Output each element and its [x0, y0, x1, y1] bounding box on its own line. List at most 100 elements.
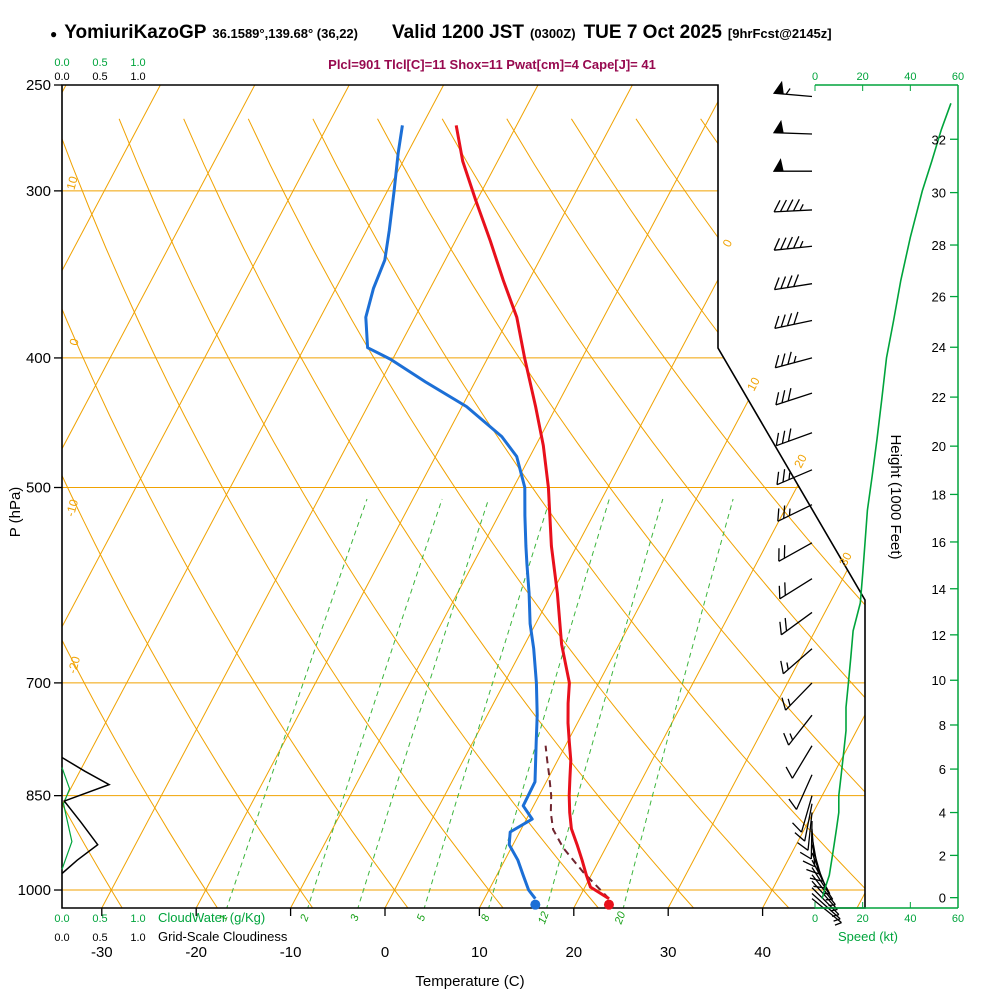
surface-temperature-dot — [603, 899, 614, 910]
cloudiness-scale-label: 0.5 — [92, 932, 107, 944]
isotherm-label: 20 — [791, 452, 810, 471]
wind-barb — [785, 745, 813, 779]
speed-axis-top: 0 20 40 60 — [812, 71, 964, 91]
valid-utc: (0300Z) — [530, 26, 576, 41]
wind-barb — [776, 469, 813, 486]
mixing-ratio-label: 5 — [415, 912, 429, 923]
speed-tick-label: 20 — [857, 71, 869, 83]
wind-speed-curve — [821, 103, 952, 899]
temperature-axis: -30 -20 -10 0 10 20 30 40 — [91, 908, 771, 961]
wind-barb — [773, 274, 813, 291]
mixing-ratio-label: 20 — [612, 909, 628, 926]
height-tick-label: 8 — [939, 718, 946, 733]
temperature-tick-label: 40 — [754, 944, 771, 961]
cloudwater-scale-label: 1.0 — [130, 913, 145, 925]
height-tick-label: 12 — [932, 628, 946, 643]
temperature-tick-label: 0 — [381, 944, 389, 961]
height-tick-label: 28 — [932, 238, 946, 253]
mixing-ratio-label: 1 — [217, 913, 230, 923]
wind-barb — [794, 803, 813, 842]
wind-barb — [773, 236, 813, 251]
temperature-axis-title: Temperature (C) — [415, 973, 524, 990]
height-tick-label: 18 — [932, 487, 946, 502]
height-tick-label: 10 — [932, 673, 946, 688]
temperature-tick-label: 30 — [660, 944, 677, 961]
mixing-ratio-label: 3 — [348, 912, 362, 923]
dry-adiabat-label: 10 — [64, 174, 81, 191]
dry-adiabat-label: -10 — [63, 497, 81, 518]
cloudwater-scale-label: 1.0 — [130, 57, 145, 69]
pressure-tick-label: 700 — [26, 675, 51, 692]
isotherm-label: 30 — [836, 550, 855, 569]
mixing-ratio-label: 2 — [298, 913, 312, 924]
wind-barb — [792, 795, 813, 833]
cloudwater-scale-label: 0.0 — [54, 57, 69, 69]
cloudwater-scale-label: 0.0 — [54, 913, 69, 925]
forecast-tag: [9hrFcst@2145z] — [727, 26, 832, 41]
wind-barb — [811, 859, 831, 895]
speed-tick-label: 40 — [904, 71, 916, 83]
wind-barb — [788, 774, 813, 810]
pressure-axis-title: P (hPa) — [7, 487, 24, 538]
valid-time: Valid 1200 JST — [392, 22, 525, 43]
chart-header: ● YomiuriKazoGP 36.1589°,139.68° (36,22)… — [50, 22, 832, 44]
wind-barb — [773, 199, 813, 213]
pressure-tick-label: 1000 — [18, 882, 51, 899]
wind-barb — [781, 682, 813, 711]
cloudiness-scale-label: 1.0 — [130, 932, 145, 944]
temperature-tick-label: -30 — [91, 944, 113, 961]
temperature-tick-label: -20 — [185, 944, 207, 961]
height-tick-label: 0 — [939, 891, 946, 906]
cloudiness-scale-label: 0.5 — [92, 71, 107, 83]
stability-parameters: Plcl=901 Tlcl[C]=11 Shox=11 Pwat[cm]=4 C… — [328, 57, 656, 72]
height-tick-label: 24 — [932, 340, 946, 355]
wind-barb — [772, 80, 813, 98]
pressure-tick-label: 250 — [26, 77, 51, 94]
cloud-scale-bottom: 0.0 0.0 0.5 0.5 1.0 1.0 — [54, 913, 145, 944]
height-tick-label: 26 — [932, 290, 946, 305]
cloudiness-scale-label: 1.0 — [130, 71, 145, 83]
cloudiness-legend: Grid-Scale Cloudiness — [158, 929, 288, 944]
height-tick-label: 22 — [932, 390, 946, 405]
wind-barb — [799, 821, 813, 860]
pressure-gridlines — [62, 190, 865, 891]
cloudwater-scale-label: 0.5 — [92, 57, 107, 69]
speed-tick-label: 60 — [952, 913, 964, 925]
mixing-ratio-label: 12 — [536, 910, 551, 926]
cloudwater-scale-label: 0.5 — [92, 913, 107, 925]
height-tick-label: 6 — [939, 762, 946, 777]
wind-barb — [780, 648, 813, 675]
wind-barb — [775, 387, 813, 406]
height-tick-label: 30 — [932, 186, 946, 201]
cloudiness-scale-label: 0.0 — [54, 932, 69, 944]
mixing-ratio-labels: 1 2 3 5 8 12 20 — [217, 909, 628, 926]
surface-dewpoint-dot — [530, 899, 541, 910]
wind-barb — [777, 504, 813, 522]
wind-barbs — [772, 80, 842, 926]
pressure-tick-label: 500 — [26, 480, 51, 497]
background-grid — [62, 85, 865, 908]
speed-tick-label: 0 — [812, 913, 818, 925]
station-coords: 36.1589°,139.68° (36,22) — [212, 26, 358, 41]
plot-border — [61, 84, 866, 909]
wind-barb — [811, 898, 842, 926]
parcel-curve — [544, 745, 610, 900]
wind-barb — [783, 714, 813, 746]
height-tick-label: 14 — [932, 582, 946, 597]
wind-barb — [774, 311, 813, 330]
wind-barb — [772, 158, 813, 172]
cloudwater-profile — [61, 767, 73, 870]
wind-barb — [774, 351, 813, 369]
speed-axis-bottom: 0 20 40 60 — [812, 902, 964, 925]
speed-tick-label: 40 — [904, 913, 916, 925]
pressure-tick-label: 300 — [26, 183, 51, 200]
wind-barb — [778, 542, 813, 562]
speed-axis-title: Speed (kt) — [838, 929, 898, 944]
isotherm-label: 0 — [720, 237, 736, 250]
dewpoint-curve — [364, 125, 539, 900]
valid-date: TUE 7 Oct 2025 — [583, 22, 722, 43]
pressure-tick-label: 850 — [26, 788, 51, 805]
wind-barb — [772, 119, 813, 135]
